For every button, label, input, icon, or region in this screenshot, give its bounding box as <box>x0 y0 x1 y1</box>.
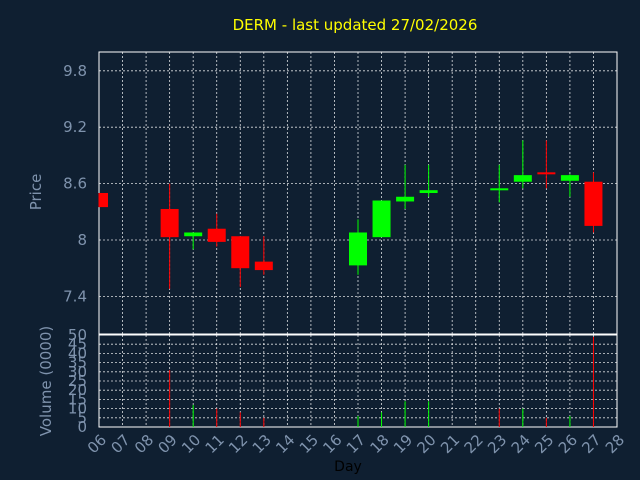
volume-tick-label: 5 <box>77 409 87 427</box>
x-tick-label: 22 <box>461 431 487 457</box>
x-tick-label: 26 <box>555 431 581 457</box>
candle-up <box>419 164 438 197</box>
x-tick-label: 07 <box>107 431 133 457</box>
candle-down <box>98 193 108 208</box>
x-tick-label: 12 <box>225 431 251 457</box>
candle-up <box>513 140 532 189</box>
chart-title: DERM - last updated 27/02/2026 <box>233 16 478 34</box>
x-tick-label: 09 <box>155 431 181 457</box>
candle-body <box>560 175 579 181</box>
volume-tick-label: 20 <box>68 381 87 399</box>
candle-body <box>231 236 250 269</box>
x-tick-label: 19 <box>390 431 416 457</box>
candle-body <box>372 200 391 238</box>
candle-up <box>560 174 579 197</box>
price-axis-label: Price <box>27 174 45 211</box>
x-tick-label: 08 <box>131 431 157 457</box>
volume-axis-label: Volume (0000) <box>37 326 55 436</box>
candle-body <box>490 188 509 191</box>
candle-body <box>254 261 273 271</box>
candle-up <box>349 219 367 275</box>
candle-body <box>207 228 226 242</box>
candle-body <box>537 172 556 175</box>
x-tick-label: 11 <box>202 431 228 457</box>
volume-tick-label: 45 <box>68 335 87 353</box>
candle-down <box>584 172 603 233</box>
x-tick-label: 21 <box>437 431 463 457</box>
price-tick-label: 9.2 <box>63 118 87 136</box>
volume-tick-label: 15 <box>68 390 87 408</box>
candle-down <box>160 183 179 289</box>
price-tick-label: 7.4 <box>63 287 87 305</box>
candle-up <box>184 232 203 250</box>
x-tick-label: 23 <box>484 431 510 457</box>
candle-body <box>513 175 532 182</box>
x-tick-label: 14 <box>272 431 298 457</box>
volume-panel: 0510152025303540455006070809101112131415… <box>68 326 628 457</box>
x-tick-label: 17 <box>343 431 369 457</box>
price-tick-label: 8 <box>77 231 87 249</box>
candle-up <box>372 200 391 238</box>
candle-down <box>231 236 250 287</box>
volume-tick-label: 10 <box>68 400 87 418</box>
x-tick-label: 15 <box>296 431 322 457</box>
price-tick-label: 9.8 <box>63 62 87 80</box>
volume-tick-label: 30 <box>68 363 87 381</box>
x-tick-label: 06 <box>84 431 110 457</box>
x-tick-label: 10 <box>178 431 204 457</box>
price-panel: 7.4 8 8.6 9.2 9.8 <box>63 51 618 335</box>
x-tick-label: 27 <box>578 431 604 457</box>
price-tick-label: 8.6 <box>63 175 87 193</box>
x-tick-label: 25 <box>531 431 557 457</box>
candle-body <box>419 190 438 193</box>
volume-tick-label: 0 <box>77 418 87 436</box>
candle-body <box>584 181 603 226</box>
candle-body <box>349 232 367 266</box>
x-tick-label: 20 <box>414 431 440 457</box>
x-axis-label: Day <box>334 459 362 475</box>
candle-body <box>160 208 179 238</box>
candle-down <box>207 213 226 247</box>
x-tick-label: 28 <box>602 431 628 457</box>
volume-tick-label: 50 <box>68 326 87 344</box>
candle-up <box>396 164 415 209</box>
x-tick-label: 18 <box>366 431 392 457</box>
x-tick-label: 16 <box>319 431 345 457</box>
x-tick-label: 13 <box>249 431 275 457</box>
candle-up <box>490 164 509 203</box>
x-tick-label: 24 <box>508 431 534 457</box>
volume-tick-label: 40 <box>68 344 87 362</box>
candle-body <box>396 196 415 202</box>
candle-body <box>99 193 108 208</box>
candle-down <box>537 140 556 189</box>
volume-tick-label: 35 <box>68 354 87 372</box>
volume-tick-label: 25 <box>68 372 87 390</box>
candle-down <box>254 236 273 275</box>
candle-body <box>184 232 203 237</box>
